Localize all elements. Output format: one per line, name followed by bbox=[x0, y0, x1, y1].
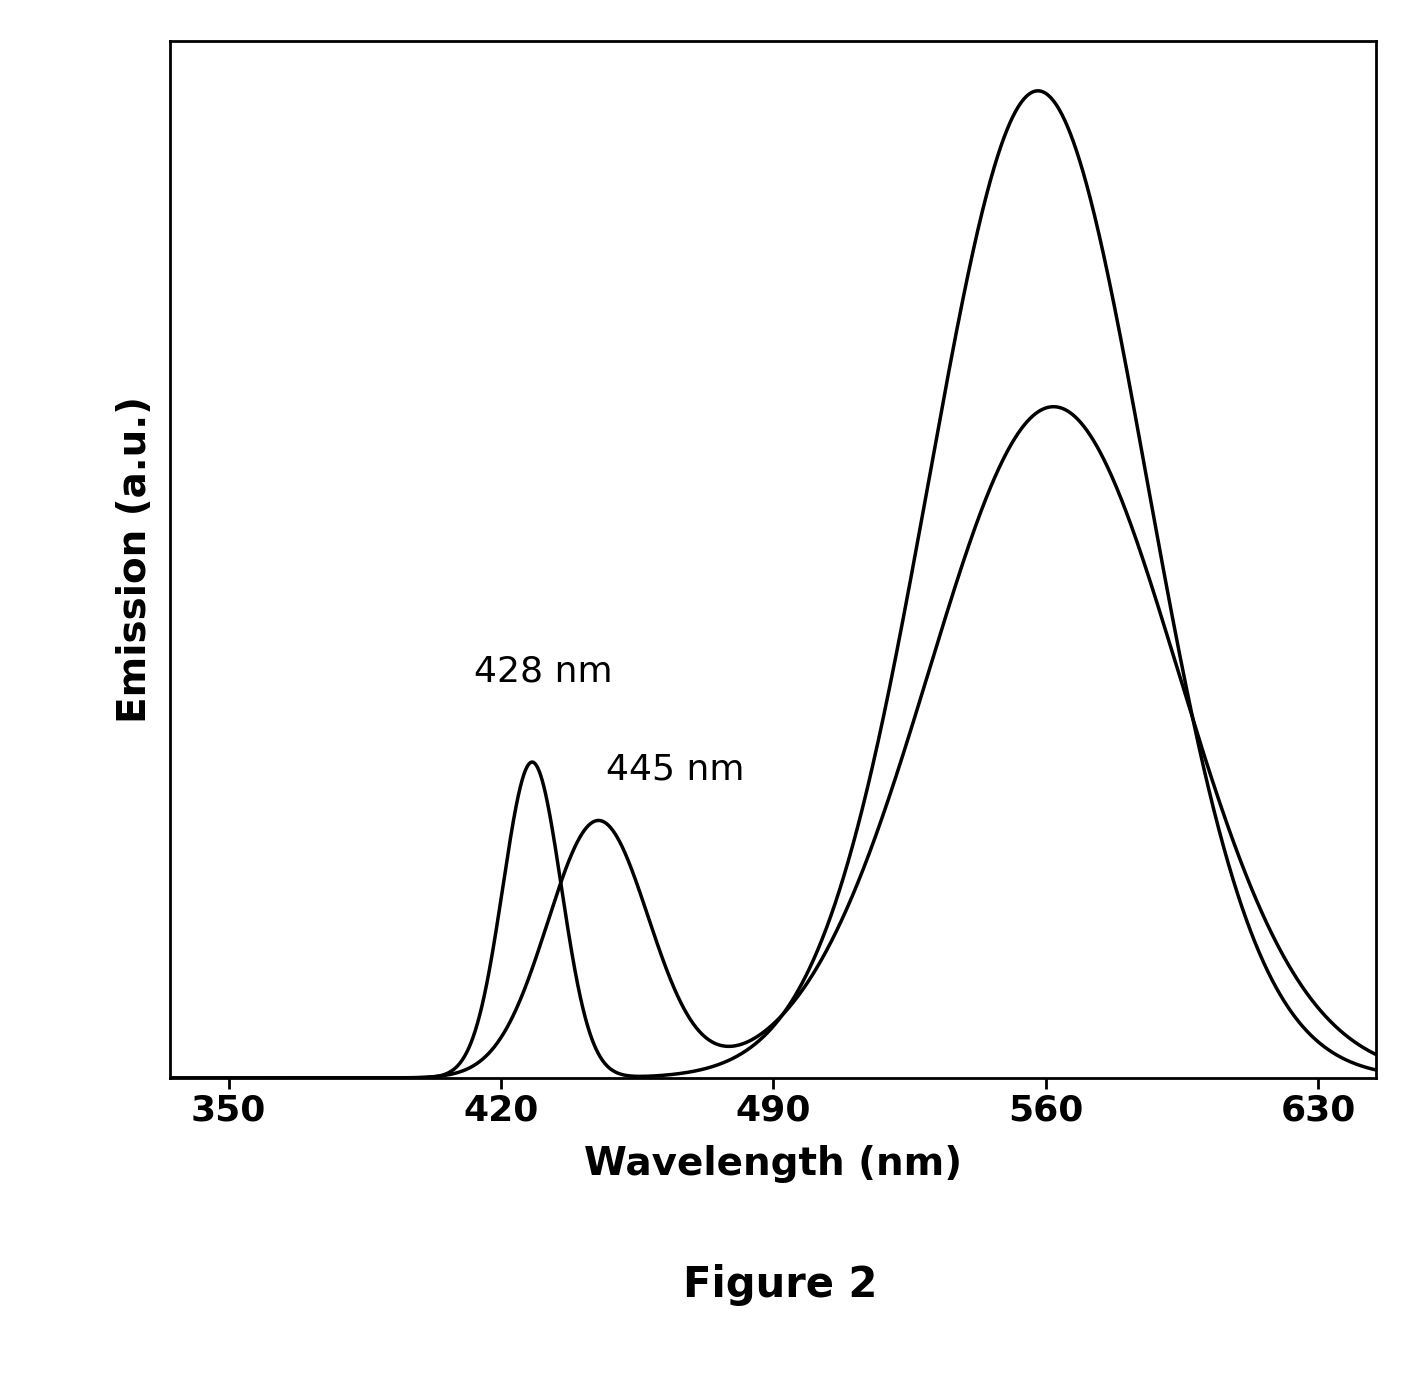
X-axis label: Wavelength (nm): Wavelength (nm) bbox=[585, 1144, 962, 1183]
Text: Figure 2: Figure 2 bbox=[684, 1265, 877, 1306]
Text: 445 nm: 445 nm bbox=[606, 753, 745, 786]
Y-axis label: Emission (a.u.): Emission (a.u.) bbox=[115, 397, 153, 723]
Text: 428 nm: 428 nm bbox=[474, 654, 613, 688]
